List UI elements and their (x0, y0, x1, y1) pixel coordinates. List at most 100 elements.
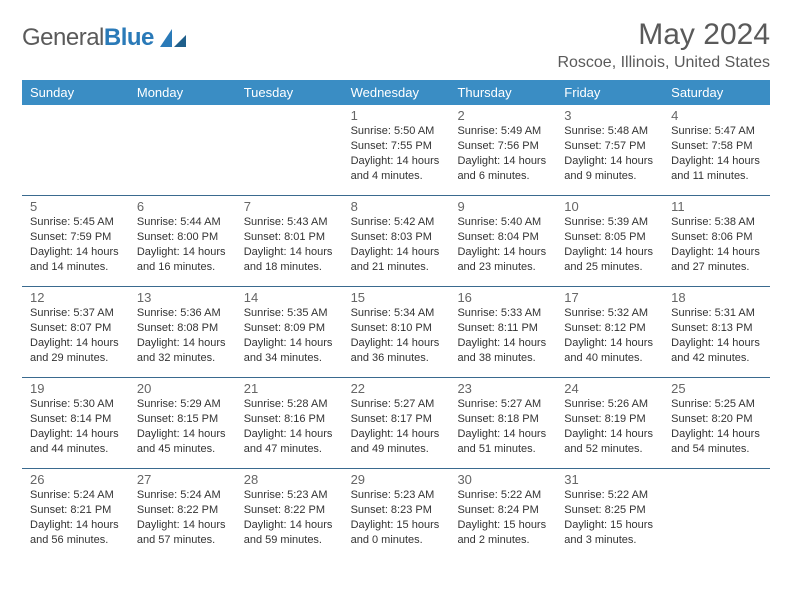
sunset-text: Sunset: 8:05 PM (564, 230, 655, 245)
sunrise-text: Sunrise: 5:29 AM (137, 397, 228, 412)
daylight-text: Daylight: 14 hours and 45 minutes. (137, 427, 228, 457)
daylight-text: Daylight: 14 hours and 52 minutes. (564, 427, 655, 457)
daylight-text: Daylight: 14 hours and 16 minutes. (137, 245, 228, 275)
daylight-text: Daylight: 14 hours and 34 minutes. (244, 336, 335, 366)
daylight-text: Daylight: 14 hours and 14 minutes. (30, 245, 121, 275)
daylight-text: Daylight: 14 hours and 56 minutes. (30, 518, 121, 548)
sunset-text: Sunset: 8:15 PM (137, 412, 228, 427)
brand-sail-icon (158, 27, 188, 49)
week-row: 26Sunrise: 5:24 AMSunset: 8:21 PMDayligh… (22, 468, 770, 559)
daylight-text: Daylight: 14 hours and 29 minutes. (30, 336, 121, 366)
sunrise-text: Sunrise: 5:43 AM (244, 215, 335, 230)
sunset-text: Sunset: 8:19 PM (564, 412, 655, 427)
day-number: 21 (244, 381, 335, 396)
day-number: 18 (671, 290, 762, 305)
day-cell: 30Sunrise: 5:22 AMSunset: 8:24 PMDayligh… (449, 469, 556, 559)
sunrise-text: Sunrise: 5:22 AM (457, 488, 548, 503)
day-number: 16 (457, 290, 548, 305)
sunset-text: Sunset: 8:23 PM (351, 503, 442, 518)
title-block: May 2024 Roscoe, Illinois, United States (557, 18, 770, 72)
sunrise-text: Sunrise: 5:37 AM (30, 306, 121, 321)
sunrise-text: Sunrise: 5:23 AM (244, 488, 335, 503)
sunset-text: Sunset: 8:18 PM (457, 412, 548, 427)
sunrise-text: Sunrise: 5:24 AM (30, 488, 121, 503)
sunrise-text: Sunrise: 5:31 AM (671, 306, 762, 321)
daylight-text: Daylight: 14 hours and 9 minutes. (564, 154, 655, 184)
day-number: 1 (351, 108, 442, 123)
sunrise-text: Sunrise: 5:30 AM (30, 397, 121, 412)
day-cell (22, 105, 129, 195)
sunset-text: Sunset: 8:16 PM (244, 412, 335, 427)
daylight-text: Daylight: 14 hours and 49 minutes. (351, 427, 442, 457)
sunset-text: Sunset: 8:25 PM (564, 503, 655, 518)
daylight-text: Daylight: 14 hours and 40 minutes. (564, 336, 655, 366)
daylight-text: Daylight: 15 hours and 3 minutes. (564, 518, 655, 548)
day-number: 24 (564, 381, 655, 396)
sunset-text: Sunset: 7:55 PM (351, 139, 442, 154)
day-number: 10 (564, 199, 655, 214)
daylight-text: Daylight: 14 hours and 54 minutes. (671, 427, 762, 457)
day-number: 4 (671, 108, 762, 123)
sunrise-text: Sunrise: 5:42 AM (351, 215, 442, 230)
sunrise-text: Sunrise: 5:48 AM (564, 124, 655, 139)
sunrise-text: Sunrise: 5:45 AM (30, 215, 121, 230)
day-number: 29 (351, 472, 442, 487)
sunset-text: Sunset: 8:21 PM (30, 503, 121, 518)
sunrise-text: Sunrise: 5:47 AM (671, 124, 762, 139)
day-cell: 28Sunrise: 5:23 AMSunset: 8:22 PMDayligh… (236, 469, 343, 559)
day-cell: 9Sunrise: 5:40 AMSunset: 8:04 PMDaylight… (449, 196, 556, 286)
day-cell: 16Sunrise: 5:33 AMSunset: 8:11 PMDayligh… (449, 287, 556, 377)
day-number: 20 (137, 381, 228, 396)
sunrise-text: Sunrise: 5:32 AM (564, 306, 655, 321)
sunrise-text: Sunrise: 5:50 AM (351, 124, 442, 139)
sunset-text: Sunset: 8:04 PM (457, 230, 548, 245)
weekday-tue: Tuesday (236, 80, 343, 105)
day-cell: 7Sunrise: 5:43 AMSunset: 8:01 PMDaylight… (236, 196, 343, 286)
sunset-text: Sunset: 8:13 PM (671, 321, 762, 336)
daylight-text: Daylight: 14 hours and 27 minutes. (671, 245, 762, 275)
sunset-text: Sunset: 8:03 PM (351, 230, 442, 245)
daylight-text: Daylight: 14 hours and 47 minutes. (244, 427, 335, 457)
sunrise-text: Sunrise: 5:44 AM (137, 215, 228, 230)
weekday-fri: Friday (556, 80, 663, 105)
weekday-mon: Monday (129, 80, 236, 105)
day-cell (663, 469, 770, 559)
sunrise-text: Sunrise: 5:25 AM (671, 397, 762, 412)
day-cell: 5Sunrise: 5:45 AMSunset: 7:59 PMDaylight… (22, 196, 129, 286)
day-cell: 6Sunrise: 5:44 AMSunset: 8:00 PMDaylight… (129, 196, 236, 286)
day-cell: 2Sunrise: 5:49 AMSunset: 7:56 PMDaylight… (449, 105, 556, 195)
weekday-sat: Saturday (663, 80, 770, 105)
day-cell: 24Sunrise: 5:26 AMSunset: 8:19 PMDayligh… (556, 378, 663, 468)
sunset-text: Sunset: 8:09 PM (244, 321, 335, 336)
sunset-text: Sunset: 8:01 PM (244, 230, 335, 245)
daylight-text: Daylight: 14 hours and 44 minutes. (30, 427, 121, 457)
weekday-thu: Thursday (449, 80, 556, 105)
weeks-container: 1Sunrise: 5:50 AMSunset: 7:55 PMDaylight… (22, 105, 770, 559)
daylight-text: Daylight: 14 hours and 57 minutes. (137, 518, 228, 548)
day-cell: 22Sunrise: 5:27 AMSunset: 8:17 PMDayligh… (343, 378, 450, 468)
sunrise-text: Sunrise: 5:24 AM (137, 488, 228, 503)
sunset-text: Sunset: 7:59 PM (30, 230, 121, 245)
day-cell: 19Sunrise: 5:30 AMSunset: 8:14 PMDayligh… (22, 378, 129, 468)
day-cell: 25Sunrise: 5:25 AMSunset: 8:20 PMDayligh… (663, 378, 770, 468)
location-text: Roscoe, Illinois, United States (557, 54, 770, 72)
day-cell: 8Sunrise: 5:42 AMSunset: 8:03 PMDaylight… (343, 196, 450, 286)
daylight-text: Daylight: 14 hours and 4 minutes. (351, 154, 442, 184)
day-cell: 20Sunrise: 5:29 AMSunset: 8:15 PMDayligh… (129, 378, 236, 468)
day-cell: 15Sunrise: 5:34 AMSunset: 8:10 PMDayligh… (343, 287, 450, 377)
brand-part1: General (22, 24, 104, 51)
day-cell: 23Sunrise: 5:27 AMSunset: 8:18 PMDayligh… (449, 378, 556, 468)
daylight-text: Daylight: 14 hours and 36 minutes. (351, 336, 442, 366)
day-cell (236, 105, 343, 195)
day-number: 14 (244, 290, 335, 305)
day-number: 31 (564, 472, 655, 487)
sunset-text: Sunset: 8:11 PM (457, 321, 548, 336)
sunset-text: Sunset: 8:20 PM (671, 412, 762, 427)
day-number: 12 (30, 290, 121, 305)
sunset-text: Sunset: 8:10 PM (351, 321, 442, 336)
day-number: 2 (457, 108, 548, 123)
day-number: 7 (244, 199, 335, 214)
sunset-text: Sunset: 7:58 PM (671, 139, 762, 154)
sunrise-text: Sunrise: 5:28 AM (244, 397, 335, 412)
day-cell: 27Sunrise: 5:24 AMSunset: 8:22 PMDayligh… (129, 469, 236, 559)
